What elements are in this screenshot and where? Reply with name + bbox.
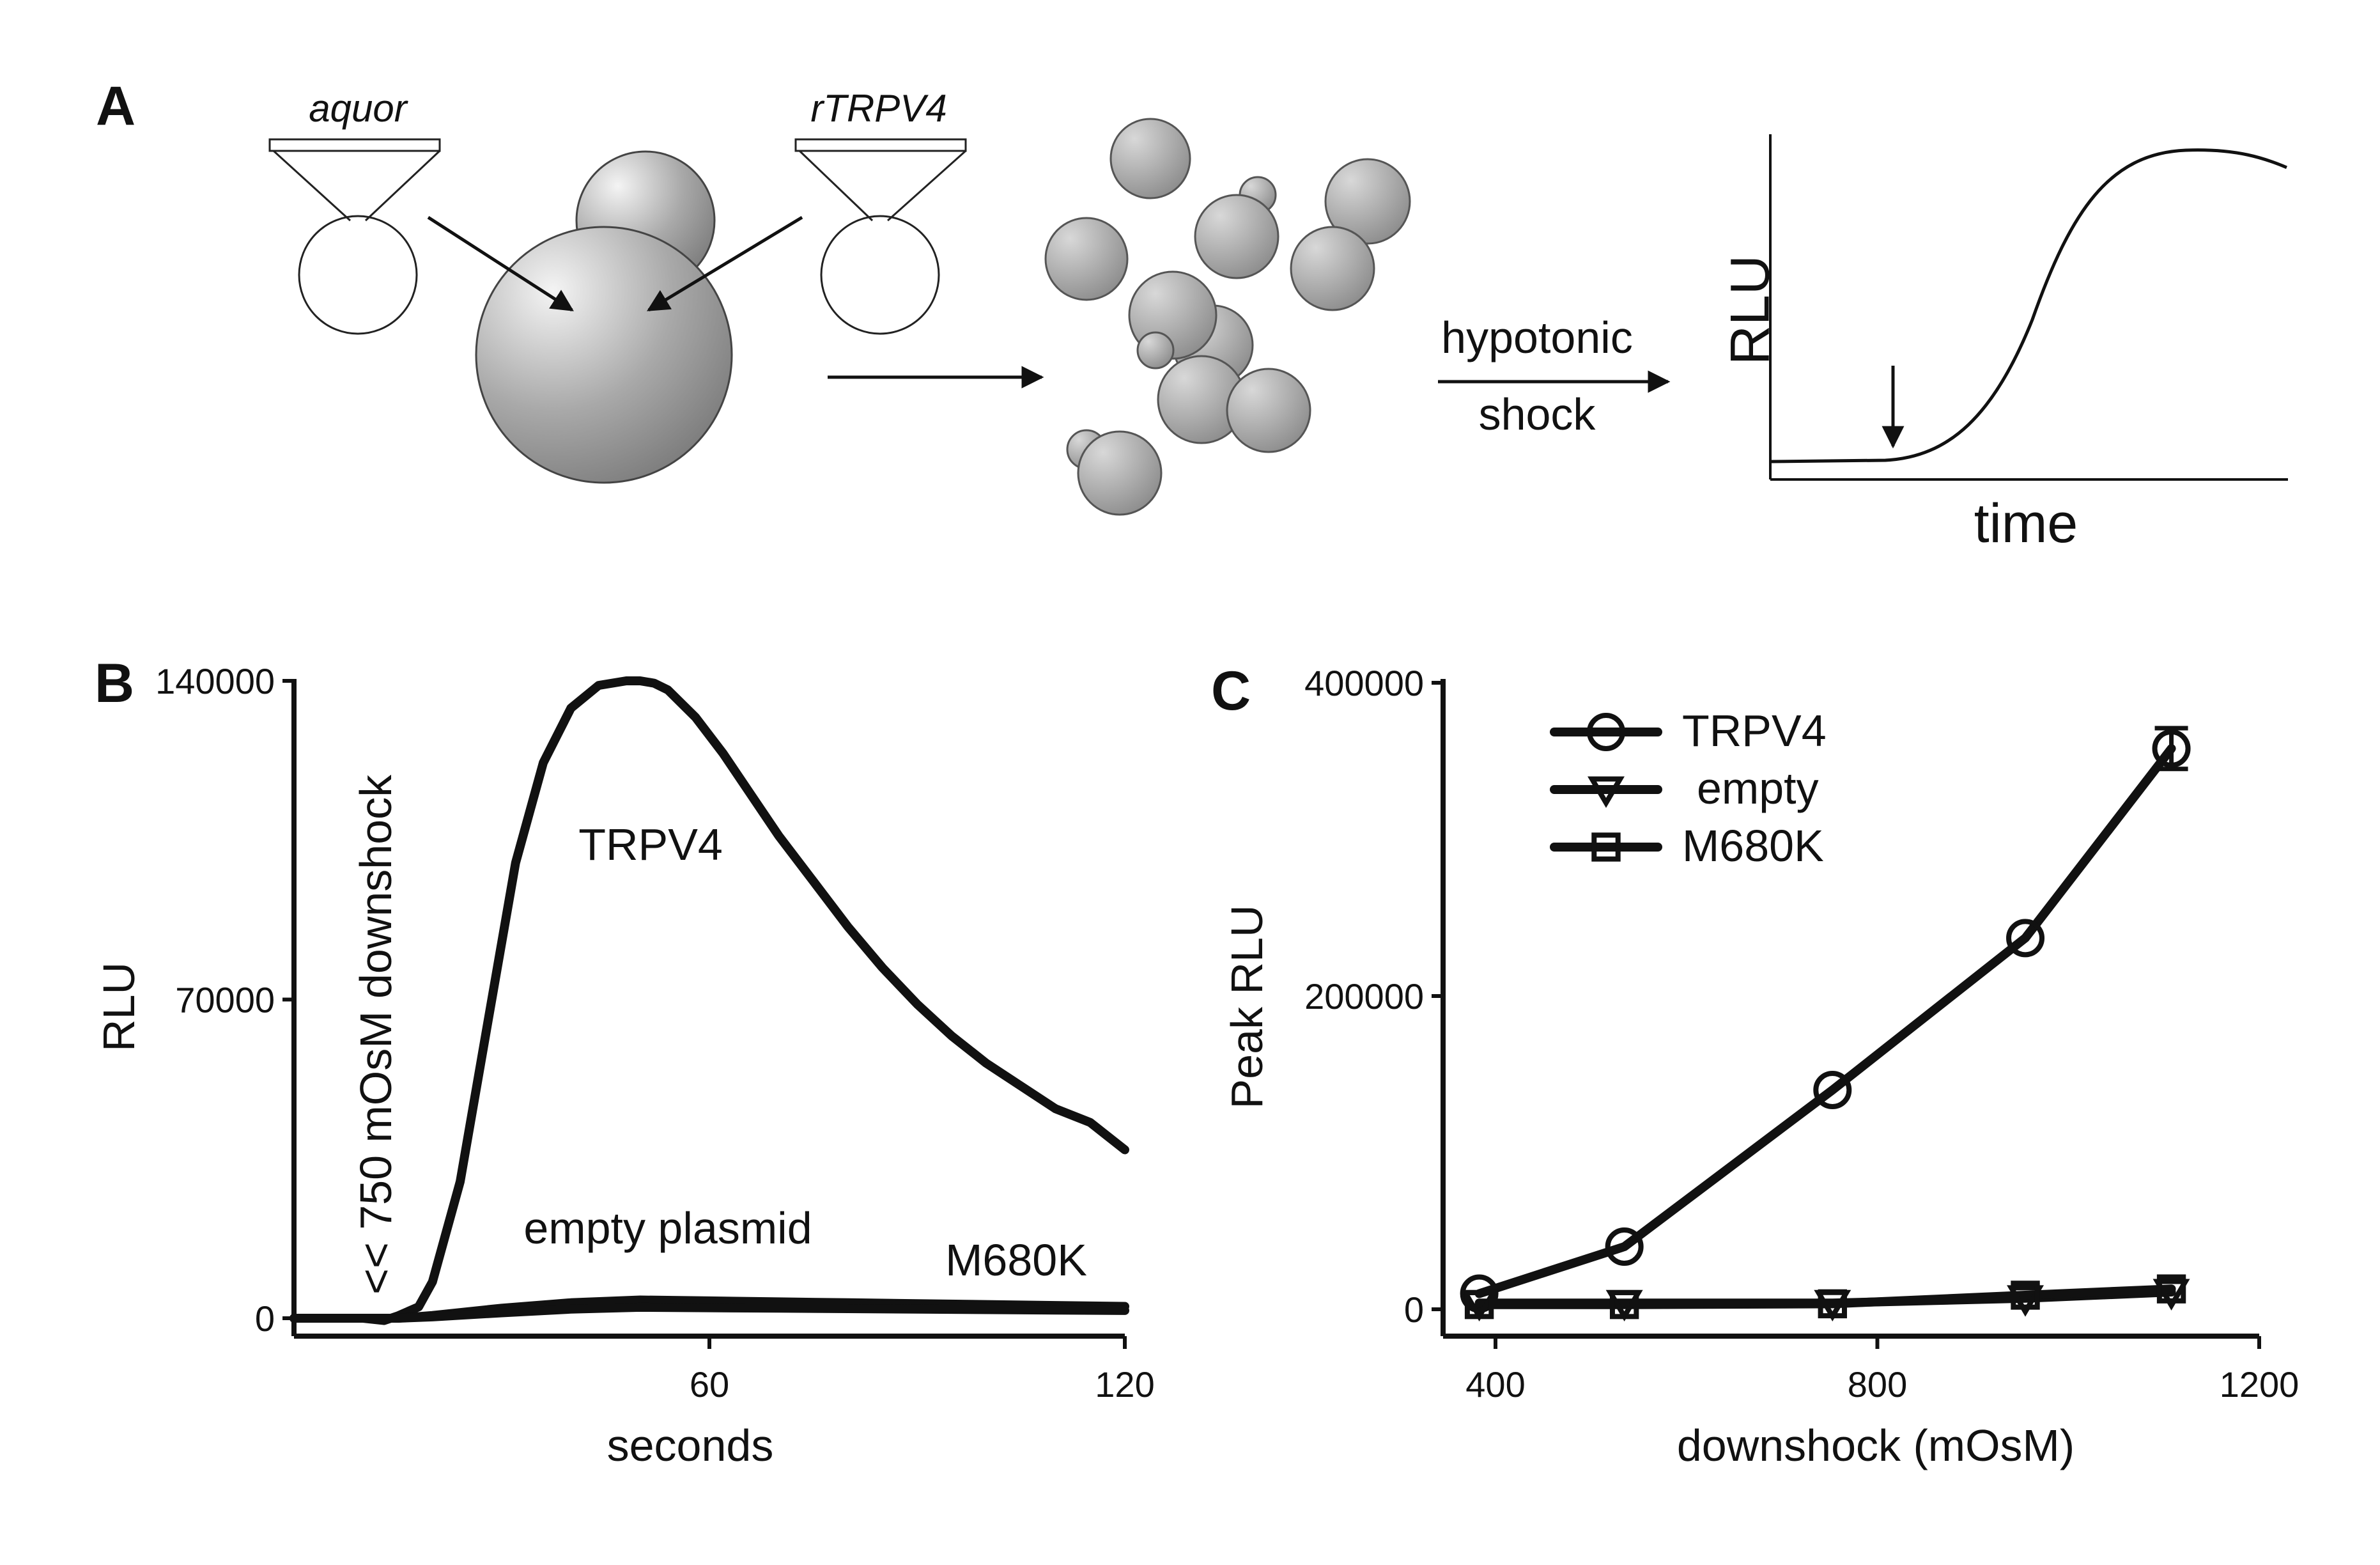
schematic-ylabel: RLU — [1720, 255, 1781, 365]
schematic-xlabel: time — [1974, 493, 2078, 554]
panel-c-letter: C — [1211, 660, 1251, 722]
panel-b-xtick-label: 60 — [690, 1364, 729, 1405]
panel-c-legend: TRPV4 empty M680K — [1550, 706, 1827, 871]
series-trpv4-line — [290, 676, 1129, 1325]
series-label-trpv4: TRPV4 — [578, 820, 723, 869]
panel-c-xtick-label: 400 — [1465, 1364, 1525, 1405]
legend-m680k-label: M680K — [1682, 821, 1824, 871]
panel-b-letter: B — [95, 653, 134, 714]
panel-c-xlabel: downshock (mOsM) — [1677, 1421, 2075, 1470]
panel-c: C 0 200000 400000 400 800 1200 TRPV4 empty M68… — [1211, 660, 2299, 1470]
schematic-chart: RLU time — [1720, 134, 2288, 554]
cell-population-icon — [1044, 118, 1411, 516]
panel-c-ytick-label: 400000 — [1304, 663, 1424, 703]
legend-m680k-marker — [1591, 832, 1621, 862]
panel-b: B 0 70000 140000 60 120 << 750 mOsM downsho… — [94, 653, 1155, 1470]
legend-trpv4-marker — [1587, 713, 1625, 751]
panel-c-ytick-label: 200000 — [1304, 976, 1424, 1016]
shock-label: shock — [1479, 389, 1596, 439]
panel-c-xtick-label: 800 — [1848, 1364, 1907, 1405]
series-m680k-point — [2011, 1281, 2040, 1310]
panel-b-ytick-label: 70000 — [175, 980, 275, 1020]
series-m680k-point — [1464, 1289, 1494, 1320]
legend-empty-marker — [1588, 776, 1625, 808]
legend-empty-label: empty — [1697, 763, 1819, 813]
plasmid-left-label: aquor — [309, 87, 408, 130]
series-empty-point — [2007, 1285, 2044, 1317]
series-empty-point — [2152, 1279, 2190, 1311]
yeast-cell-icon — [475, 150, 733, 484]
panel-c-xtick-label: 1200 — [2220, 1364, 2299, 1405]
series-m680k-line — [1474, 1284, 2176, 1309]
series-trpv4-point — [1460, 1274, 1499, 1313]
series-label-empty-plasmid: empty plasmid — [523, 1203, 812, 1253]
series-m680k-line — [290, 1302, 1129, 1323]
series-m680k-point — [1609, 1289, 1639, 1320]
panel-a-letter: A — [96, 75, 135, 137]
series-m680k-point — [2156, 1274, 2186, 1304]
plasmid-right-icon — [794, 138, 967, 335]
series-trpv4-point — [2152, 729, 2191, 768]
plasmid-left-icon — [268, 138, 441, 335]
series-trpv4-point — [1605, 1227, 1644, 1266]
panel-b-xlabel: seconds — [607, 1421, 774, 1470]
panel-a: A aquor rTRPV4 — [96, 75, 2288, 554]
plasmid-right-label: rTRPV4 — [810, 87, 947, 130]
series-trpv4-point — [1813, 1071, 1852, 1109]
downshock-annotation: << 750 mOsM downshock — [351, 774, 401, 1295]
panel-b-ylabel: RLU — [94, 962, 144, 1052]
panel-b-ytick-label: 0 — [255, 1298, 275, 1339]
panel-b-xtick-label: 120 — [1095, 1364, 1154, 1405]
hypotonic-label: hypotonic — [1441, 313, 1633, 362]
series-label-m680k: M680K — [945, 1235, 1087, 1285]
legend-trpv4-label: TRPV4 — [1682, 706, 1827, 756]
arrow-right-into-cell — [647, 215, 803, 312]
panel-b-ytick-label: 140000 — [155, 661, 275, 701]
arrow-left-into-cell — [427, 215, 574, 312]
panel-c-ylabel: Peak RLU — [1222, 905, 1272, 1109]
series-trpv4-line — [1474, 744, 2176, 1298]
series-m680k-point — [1818, 1289, 1847, 1319]
panel-c-ytick-label: 0 — [1404, 1289, 1424, 1330]
series-trpv4-point — [2006, 919, 2045, 958]
